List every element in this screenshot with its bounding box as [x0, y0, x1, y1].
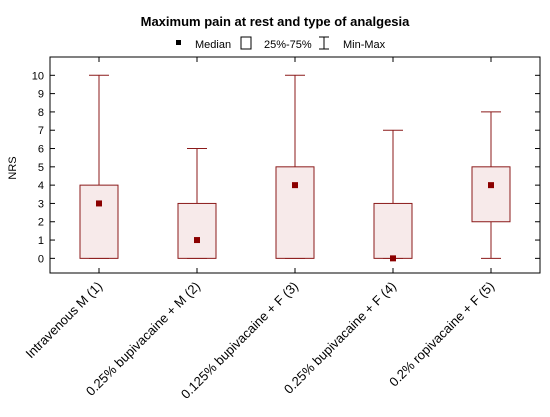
y-tick-label: 8 [38, 107, 44, 119]
y-axis-label: NRS [7, 156, 19, 179]
legend-box-label: 25%-75% [264, 39, 312, 51]
median-marker [194, 237, 200, 244]
legend-median-swatch [176, 40, 181, 45]
y-tick-label: 4 [38, 180, 44, 192]
y-tick-label: 7 [38, 125, 44, 137]
x-tick-label: 0.25% bupivacaine + F (4) [281, 279, 399, 397]
y-axis: 0 1 2 3 4 5 6 7 8 9 10 [32, 70, 540, 265]
y-tick-label: 1 [38, 235, 44, 247]
y-tick-label: 5 [38, 162, 44, 174]
median-marker [390, 255, 396, 262]
box-iqr [177, 202, 217, 259]
legend-median-label: Median [195, 39, 231, 51]
y-tick-label: 2 [38, 217, 44, 229]
x-tick-label: 0.2% ropivacaine + F (5) [386, 279, 497, 390]
box-iqr [275, 166, 315, 259]
legend: Median 25%-75% Min-Max [176, 36, 386, 51]
y-tick-label: 6 [38, 144, 44, 156]
y-tick-label: 0 [38, 253, 44, 265]
legend-whisker-swatch [319, 36, 329, 50]
median-marker [292, 182, 298, 189]
y-tick-label: 9 [38, 89, 44, 101]
legend-box-swatch [240, 36, 252, 50]
median-marker [96, 200, 102, 207]
box-iqr [471, 166, 511, 223]
legend-whisker-label: Min-Max [343, 39, 386, 51]
y-tick-label: 10 [32, 70, 44, 82]
x-tick-label: Intravenous M (1) [22, 279, 105, 362]
chart-title: Maximum pain at rest and type of analges… [141, 14, 411, 29]
box-series [79, 74, 511, 262]
x-tick-label: 0.25% bupivacaine + M (2) [83, 279, 203, 399]
y-tick-label: 3 [38, 198, 44, 210]
box-iqr [79, 184, 119, 259]
box-iqr [373, 202, 413, 259]
median-marker [488, 182, 494, 189]
